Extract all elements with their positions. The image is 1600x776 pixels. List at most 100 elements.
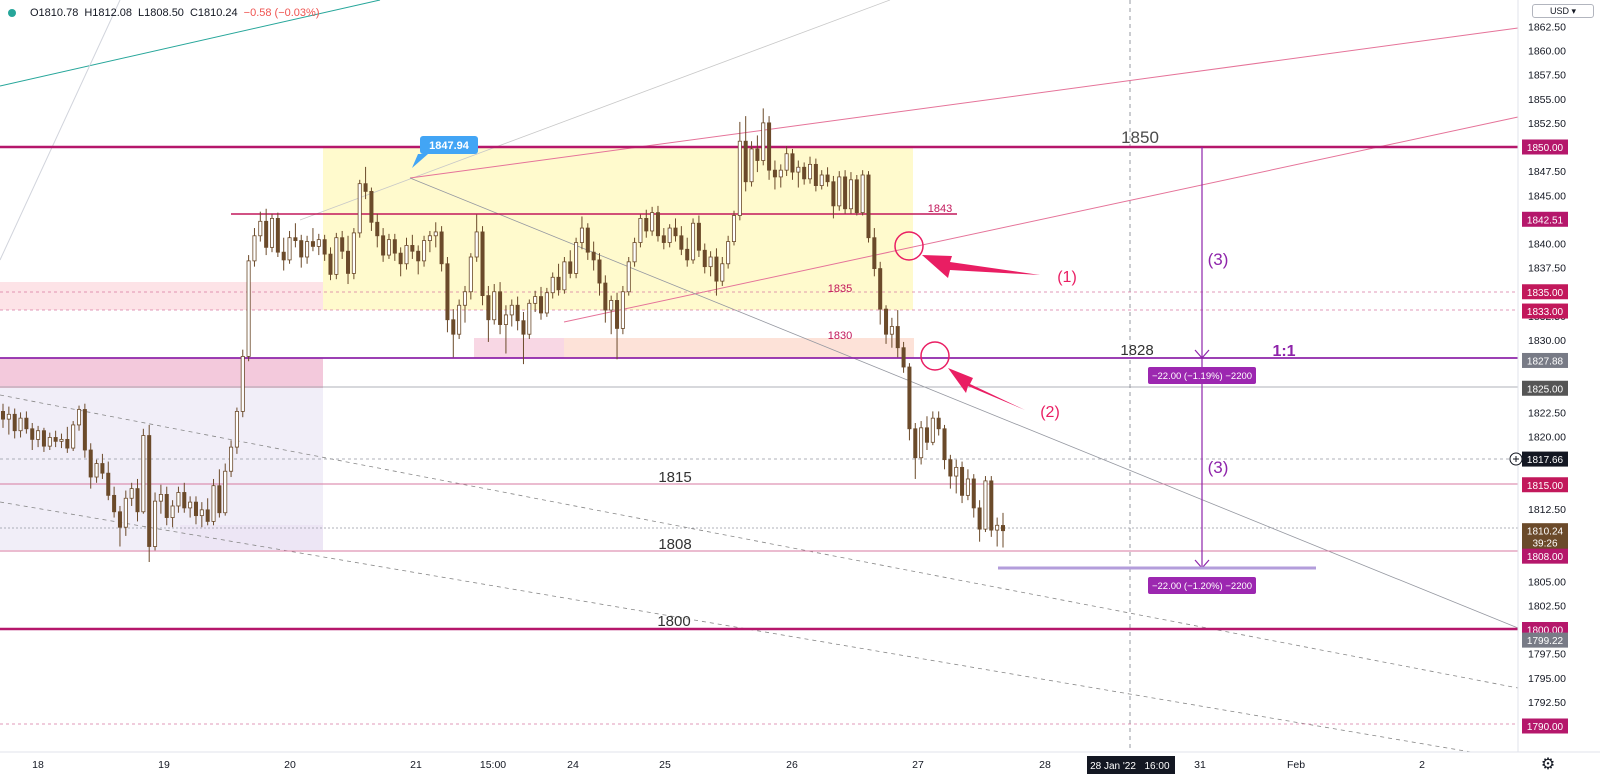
candle [211,478,216,526]
price-tick: 1822.50 [1528,407,1566,419]
level-1828-label: 1828 [1120,342,1153,359]
candle [521,312,526,365]
trendline-gray-steep [0,0,121,261]
candle-body [310,241,315,247]
candle-body [790,153,795,173]
candle [451,309,456,358]
candle-body [217,485,222,514]
candle-body [322,239,327,255]
candle-body [147,435,152,547]
candle-body [351,232,356,274]
gear-icon[interactable]: ⚙ [1540,754,1556,773]
candle-body [562,261,567,291]
trendline-dashed-1 [0,394,1519,689]
candle [796,160,801,188]
candle-body [264,220,269,248]
candle-body [293,237,298,242]
move-label-1: (3) [1208,250,1229,269]
candle [153,492,158,551]
candle [106,461,111,501]
price-badge [1522,303,1568,319]
price-tick: 1802.50 [1528,600,1566,612]
candle-body [919,427,924,459]
candle-body [626,261,631,293]
candle-body [386,239,391,256]
candle [182,482,187,513]
price-badge [1522,451,1568,467]
change-value: −0.58 (−0.03%) [243,7,320,19]
low-value: L1808.50 [138,7,184,19]
candle [217,469,222,518]
candle-body [141,435,146,513]
candle-body [135,488,140,513]
candle-body [924,427,929,443]
arrow-2-icon [948,368,1025,410]
measure-2-badge [1148,577,1256,594]
candle [579,216,584,250]
price-badge-label: 1850.00 [1527,143,1564,154]
price-badge-label: 1817.66 [1527,455,1564,466]
trendline-teal [0,0,381,87]
candle-body [638,218,643,243]
candle [936,411,941,436]
candle-body [474,231,479,258]
candle-body [930,417,935,443]
candle [667,224,672,248]
candle [509,299,514,327]
candle-body [784,153,789,171]
candle-body [772,169,777,178]
level-1808-label: 1808 [658,536,691,553]
time-tick: 18 [32,759,44,771]
move-label-2: (3) [1208,458,1229,477]
candle-body [813,163,818,186]
candle-body [544,292,549,314]
candle [655,205,660,242]
candle-body [778,169,783,178]
candle [252,228,257,267]
candle [65,426,70,453]
candle [41,427,46,452]
arrow-1-label: (1) [1057,269,1077,286]
candle-body [854,179,859,214]
candle [813,158,818,192]
candle [960,461,965,504]
level-1815-label: 1815 [658,469,691,486]
candle [457,299,462,340]
candle-body [422,240,427,262]
candle [907,363,912,441]
candle-body [574,242,579,274]
candle [88,443,93,489]
candle [340,230,345,259]
price-tick: 1805.00 [1528,576,1566,588]
candle-body [164,493,169,518]
candle-body [720,263,725,282]
measure-1-text: −22.00 (−1.19%) −2200 [1152,371,1252,382]
candle [117,505,122,547]
candle-body [369,190,374,223]
candle-body [889,326,894,335]
candle [702,243,707,274]
candle [884,305,889,344]
price-badge-label: 1833.00 [1527,307,1564,318]
candle [515,296,520,331]
candle [585,223,590,260]
time-tick: 24 [567,759,579,771]
candle [205,498,210,526]
candle [503,305,508,354]
candle-body [527,302,532,335]
candle-body [550,276,555,294]
candle [94,459,99,483]
candle [901,341,906,373]
candle [129,482,134,506]
time-tick: Feb [1287,759,1305,771]
candle [679,226,684,256]
candle [872,228,877,277]
candle-body [269,218,275,248]
candle [299,234,304,268]
candle [141,428,146,514]
candle-body [632,242,637,263]
currency-select[interactable]: USD ▾ [1532,4,1594,18]
candle [47,432,52,451]
